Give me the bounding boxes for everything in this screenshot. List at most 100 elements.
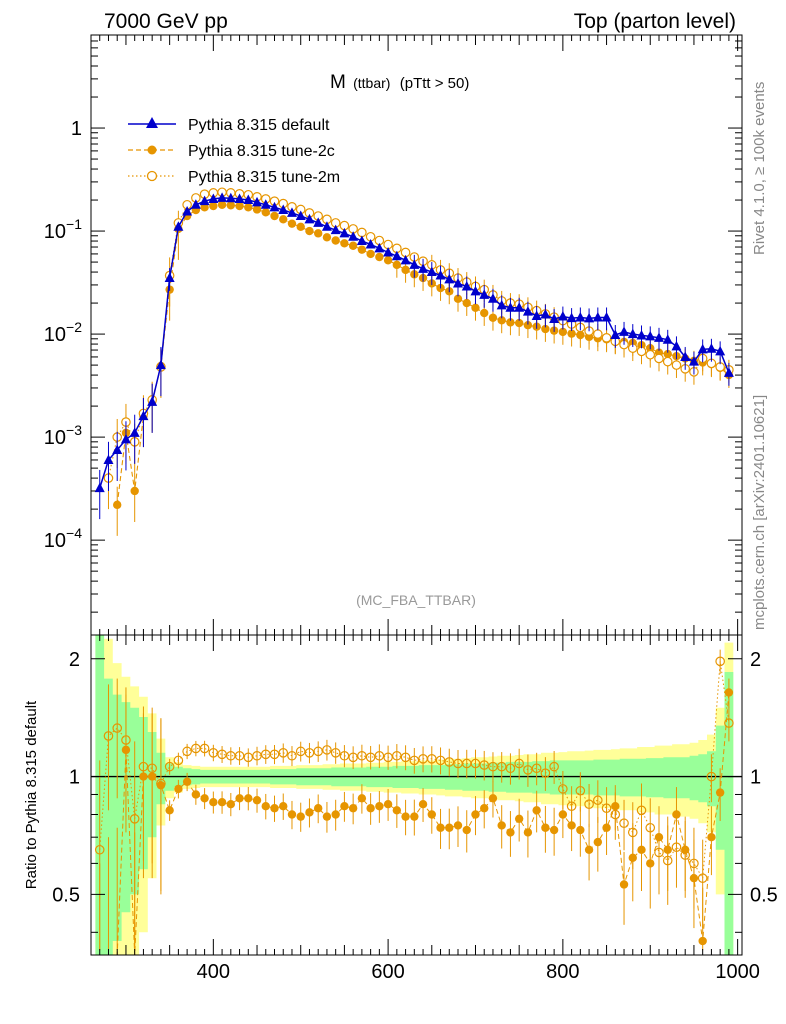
ratio-marker <box>479 760 490 770</box>
main-marker <box>400 254 411 265</box>
main-marker <box>190 199 201 209</box>
main-marker <box>653 332 664 342</box>
ratio-marker <box>671 842 682 852</box>
main-marker <box>129 427 140 437</box>
ratio-x-tick-label: 600 <box>371 961 404 983</box>
main-y-tick-label: 10−2 <box>44 319 82 346</box>
main-y-tick-exponent: −3 <box>66 422 82 438</box>
ratio-marker <box>514 814 524 823</box>
main-marker <box>138 410 149 421</box>
ratio-marker <box>453 821 463 830</box>
main-marker <box>366 249 375 259</box>
main-marker <box>601 311 612 322</box>
main-marker <box>113 500 122 510</box>
ratio-series-layer <box>94 649 734 956</box>
header-left-label: 7000 GeV pp <box>104 10 228 33</box>
ratio-marker <box>532 806 541 815</box>
ratio-marker <box>445 823 454 832</box>
main-marker <box>305 226 314 236</box>
legend-marker-default <box>146 117 158 128</box>
ratio-marker <box>471 810 480 819</box>
ratio-marker <box>322 812 332 821</box>
ratio-y-tick-label-left: 2 <box>69 649 80 671</box>
ratio-marker <box>627 827 638 838</box>
main-marker <box>330 224 341 235</box>
legend-label-tune2m: Pythia 8.315 tune-2m <box>188 169 340 186</box>
ratio-x-tick-label: 800 <box>546 961 579 983</box>
ratio-marker <box>566 801 577 812</box>
ratio-y-tick-label-right: 0.5 <box>750 884 778 906</box>
main-marker <box>706 343 717 353</box>
ratio-marker <box>444 757 455 767</box>
main-series-layer <box>94 187 734 536</box>
main-marker <box>662 334 673 344</box>
ratio-marker <box>523 765 533 775</box>
main-marker <box>322 233 332 242</box>
main-marker <box>662 356 673 367</box>
ratio-marker <box>173 755 184 766</box>
plot-title: M (ttbar) (pTtt > 50) <box>330 72 469 93</box>
ratio-marker <box>410 812 419 821</box>
ratio-y-axis-label: Ratio to Pythia 8.315 default <box>23 700 40 889</box>
ratio-marker <box>549 825 559 835</box>
main-marker <box>479 289 490 299</box>
ratio-marker <box>575 785 586 796</box>
main-marker <box>243 194 254 205</box>
main-marker <box>470 285 481 296</box>
ratio-marker <box>217 798 227 807</box>
ratio-marker <box>200 794 209 803</box>
ratio-marker <box>156 778 166 789</box>
ratio-marker <box>593 795 603 806</box>
main-marker <box>252 196 263 207</box>
main-y-tick-label: 10−3 <box>44 422 82 449</box>
main-marker <box>531 310 542 320</box>
ratio-marker <box>252 796 262 805</box>
ratio-marker <box>715 788 725 797</box>
ratio-marker <box>496 761 507 772</box>
main-marker <box>234 193 245 203</box>
main-marker <box>374 242 385 253</box>
plot-title-sub: (ttbar) <box>353 75 390 91</box>
main-marker <box>506 318 515 327</box>
main-y-tick-exponent: −1 <box>66 216 82 232</box>
main-marker <box>252 205 262 214</box>
ratio-marker <box>505 763 516 774</box>
main-marker <box>549 313 560 324</box>
ratio-marker <box>182 746 192 757</box>
main-marker <box>391 250 402 261</box>
main-marker <box>514 302 525 312</box>
ratio-marker <box>330 748 341 758</box>
main-marker <box>339 227 350 238</box>
main-y-tick-label: 10−4 <box>44 525 82 552</box>
main-series-line-2 <box>107 191 730 479</box>
main-marker <box>208 193 219 203</box>
ratio-marker <box>199 743 210 754</box>
main-marker <box>331 236 340 245</box>
ratio-marker <box>436 823 445 832</box>
ratio-marker <box>619 880 629 889</box>
main-marker <box>313 217 324 227</box>
main-marker <box>244 203 253 212</box>
main-panel: 110−110−210−310−4 M (ttbar) (pTtt > 50) … <box>44 34 743 636</box>
ratio-marker <box>706 771 717 782</box>
ratio-marker <box>636 805 647 816</box>
main-marker <box>654 353 664 364</box>
ratio-marker <box>138 761 149 772</box>
ratio-marker <box>584 799 594 809</box>
main-marker <box>296 222 305 231</box>
ratio-marker <box>549 761 559 772</box>
main-marker <box>287 219 297 228</box>
ratio-marker <box>707 832 716 842</box>
legend-marker-tune2c <box>147 145 157 155</box>
ratio-marker <box>191 790 201 799</box>
ratio-marker <box>392 806 402 815</box>
main-marker <box>688 356 699 366</box>
main-marker <box>497 316 506 325</box>
main-y-tick-base: 10 <box>44 530 66 552</box>
ratio-marker <box>182 777 192 786</box>
main-marker <box>453 294 463 304</box>
ratio-marker <box>724 718 734 728</box>
main-marker <box>357 245 367 254</box>
main-y-tick-label: 10−1 <box>44 216 82 243</box>
